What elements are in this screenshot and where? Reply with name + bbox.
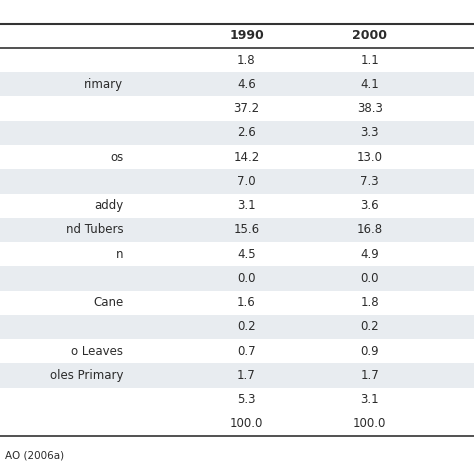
Text: 5.3: 5.3 — [237, 393, 256, 406]
Text: 1.7: 1.7 — [237, 369, 256, 382]
Text: 0.0: 0.0 — [237, 272, 256, 285]
Text: 2000: 2000 — [352, 29, 387, 42]
Text: 3.3: 3.3 — [360, 127, 379, 139]
Text: 37.2: 37.2 — [233, 102, 260, 115]
Text: 2.6: 2.6 — [237, 127, 256, 139]
Text: 0.2: 0.2 — [360, 320, 379, 333]
Text: 1.8: 1.8 — [237, 54, 256, 66]
Text: Cane: Cane — [93, 296, 123, 309]
Text: 7.3: 7.3 — [360, 175, 379, 188]
Text: 4.6: 4.6 — [237, 78, 256, 91]
Text: 1.1: 1.1 — [360, 54, 379, 66]
Text: 0.0: 0.0 — [360, 272, 379, 285]
Text: 38.3: 38.3 — [357, 102, 383, 115]
Text: AO (2006a): AO (2006a) — [5, 450, 64, 460]
Text: addy: addy — [94, 199, 123, 212]
Text: 3.1: 3.1 — [237, 199, 256, 212]
Text: 3.1: 3.1 — [360, 393, 379, 406]
Text: 16.8: 16.8 — [356, 223, 383, 237]
Text: 1.7: 1.7 — [360, 369, 379, 382]
Text: 7.0: 7.0 — [237, 175, 256, 188]
Text: 4.1: 4.1 — [360, 78, 379, 91]
Text: 14.2: 14.2 — [233, 151, 260, 164]
Text: 4.9: 4.9 — [360, 247, 379, 261]
Bar — [0, 315, 474, 339]
Text: 3.6: 3.6 — [360, 199, 379, 212]
Text: 1.6: 1.6 — [237, 296, 256, 309]
Text: 100.0: 100.0 — [353, 418, 386, 430]
Text: 1990: 1990 — [229, 29, 264, 42]
Bar — [0, 121, 474, 145]
Text: 15.6: 15.6 — [233, 223, 260, 237]
Text: 0.7: 0.7 — [237, 345, 256, 358]
Text: rimary: rimary — [84, 78, 123, 91]
Text: os: os — [110, 151, 123, 164]
Bar — [0, 363, 474, 388]
Text: o Leaves: o Leaves — [71, 345, 123, 358]
Bar — [0, 169, 474, 193]
Text: n: n — [116, 247, 123, 261]
Text: 0.9: 0.9 — [360, 345, 379, 358]
Text: 0.2: 0.2 — [237, 320, 256, 333]
Text: 1.8: 1.8 — [360, 296, 379, 309]
Text: nd Tubers: nd Tubers — [65, 223, 123, 237]
Text: 100.0: 100.0 — [230, 418, 263, 430]
Bar — [0, 218, 474, 242]
Bar — [0, 72, 474, 97]
Text: 13.0: 13.0 — [357, 151, 383, 164]
Bar — [0, 266, 474, 291]
Text: 4.5: 4.5 — [237, 247, 256, 261]
Text: oles Primary: oles Primary — [50, 369, 123, 382]
